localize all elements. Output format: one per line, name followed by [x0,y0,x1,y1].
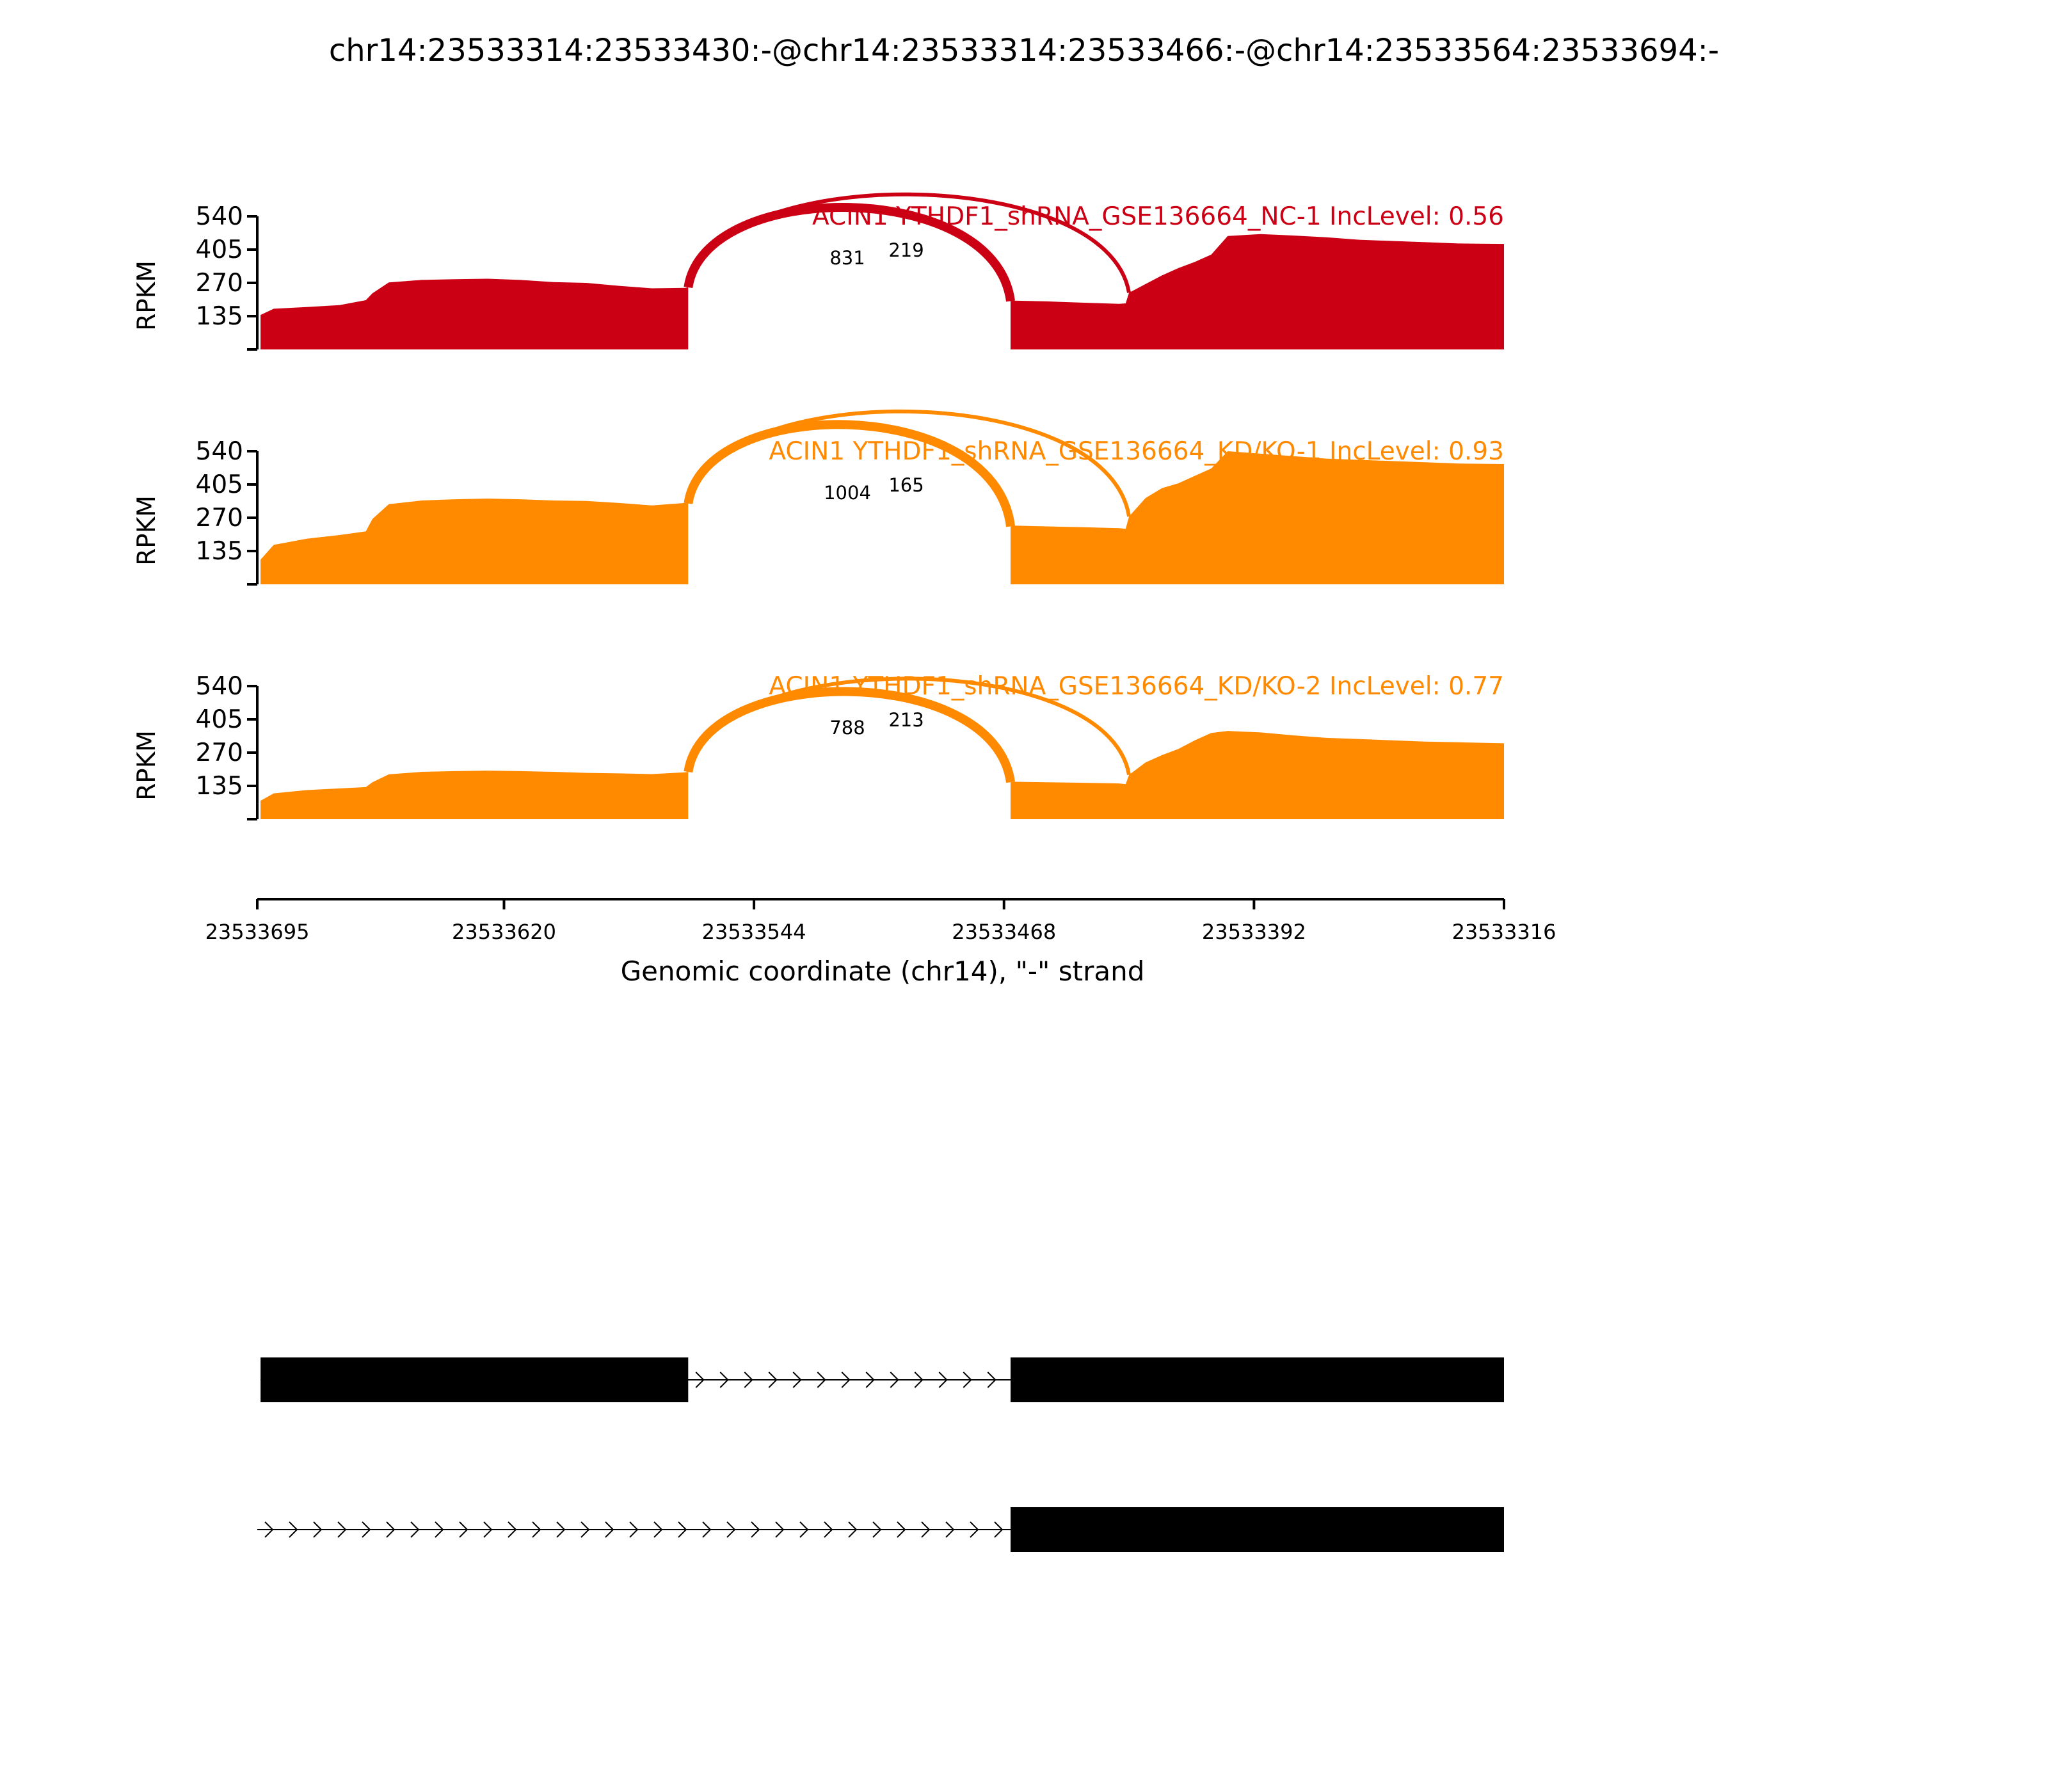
junction-count-label: 219 [888,239,924,261]
strand-chevron [963,1372,972,1388]
strand-chevron [987,1372,996,1388]
coverage-area [260,234,1505,349]
y-axis-label: RPKM [132,495,161,566]
strand-chevron [386,1521,396,1538]
y-tick-label: 405 [196,236,243,264]
junction-count-label: 788 [829,717,865,739]
strand-chevron [945,1521,955,1538]
strand-chevron [508,1521,517,1538]
strand-chevron [817,1372,826,1388]
y-tick-label: 540 [196,202,243,231]
y-tick-label: 405 [196,470,243,499]
x-tick-label: 23533620 [452,920,556,944]
strand-chevron [848,1521,858,1538]
panel-title: ACIN1 YTHDF1_shRNA_GSE136664_KD/KO-2 Inc… [769,672,1504,701]
strand-chevron [264,1521,274,1538]
strand-chevron [921,1521,931,1538]
coverage-area [260,731,1505,819]
junction-count-label: 1004 [824,482,871,504]
panel-title: ACIN1 YTHDF1_shRNA_GSE136664_NC-1 IncLev… [812,202,1504,231]
strand-chevron [483,1521,493,1538]
panel-title: ACIN1 YTHDF1_shRNA_GSE136664_KD/KO-1 Inc… [769,437,1504,466]
junction-arc [686,676,1132,776]
strand-chevron [775,1521,785,1538]
x-axis-label: Genomic coordinate (chr14), "-" strand [621,956,1145,987]
coverage-panel: 788 213 135 270 405 540 RPKM ACIN1 YTHDF1_shRNA… [132,672,1505,820]
coverage-panels: 831 219 135 270 405 540 RPKM ACIN1 YTHDF1_shRNA… [132,192,1505,820]
exon-block [1011,1507,1504,1552]
strand-chevron [695,1372,705,1388]
strand-chevron [865,1372,875,1388]
y-tick-label: 540 [196,672,243,701]
strand-chevron [744,1372,753,1388]
gene-model [257,1357,1504,1552]
strand-chevron [702,1521,712,1538]
exon-block [260,1357,689,1402]
strand-chevron [914,1372,924,1388]
y-axis-label: RPKM [132,260,161,331]
strand-chevron [629,1521,639,1538]
y-axis-label: RPKM [132,730,161,801]
y-tick-label: 270 [196,739,243,767]
strand-chevron [605,1521,614,1538]
figure-title: chr14:23533314:23533430:-@chr14:23533314… [329,33,1719,68]
junction-arc [686,409,1132,517]
strand-chevron [897,1521,906,1538]
strand-chevron [532,1521,541,1538]
strand-chevron [872,1521,882,1538]
y-tick-label: 540 [196,437,243,466]
junction-arc [686,192,1132,293]
strand-chevron [362,1521,371,1538]
strand-chevron [289,1521,298,1538]
strand-chevron [337,1521,347,1538]
transcript [257,1507,1504,1552]
x-tick-label: 23533468 [952,920,1056,944]
strand-chevron [719,1372,729,1388]
x-tick-label: 23533316 [1452,920,1556,944]
coverage-panel: 831 219 135 270 405 540 RPKM ACIN1 YTHDF1_shRNA… [132,192,1505,351]
strand-chevron [726,1521,736,1538]
strand-chevron [841,1372,851,1388]
junction-count-label: 165 [888,474,924,496]
strand-chevron [890,1372,899,1388]
x-tick-label: 23533392 [1202,920,1306,944]
strand-chevron [678,1521,687,1538]
strand-chevron [313,1521,323,1538]
strand-chevron [410,1521,420,1538]
strand-chevron [799,1521,809,1538]
strand-chevron [768,1372,778,1388]
coverage-area [260,451,1505,584]
y-tick-label: 135 [196,772,243,801]
strand-chevron [994,1521,1004,1538]
junction-count-label: 213 [888,709,924,731]
strand-chevron [970,1521,979,1538]
x-tick-label: 23533695 [205,920,310,944]
x-axis: Genomic coordinate (chr14), "-" strand 2… [205,898,1556,987]
strand-chevron [459,1521,468,1538]
strand-chevron [435,1521,444,1538]
x-tick-label: 23533544 [702,920,806,944]
exon-block [1011,1357,1504,1402]
strand-chevron [938,1372,948,1388]
strand-chevron [580,1521,590,1538]
y-tick-label: 405 [196,705,243,734]
transcript [260,1357,1504,1402]
strand-chevron [751,1521,760,1538]
junction-count-label: 831 [829,247,865,269]
strand-chevron [792,1372,802,1388]
y-tick-label: 270 [196,269,243,298]
coverage-panel: 1004 165 135 270 405 540 RPKM ACIN1 YTHDF1_shRN… [132,409,1505,586]
strand-chevron [556,1521,566,1538]
y-tick-label: 135 [196,302,243,331]
strand-chevron [824,1521,833,1538]
y-tick-label: 135 [196,537,243,566]
strand-chevron [653,1521,663,1538]
y-tick-label: 270 [196,504,243,532]
